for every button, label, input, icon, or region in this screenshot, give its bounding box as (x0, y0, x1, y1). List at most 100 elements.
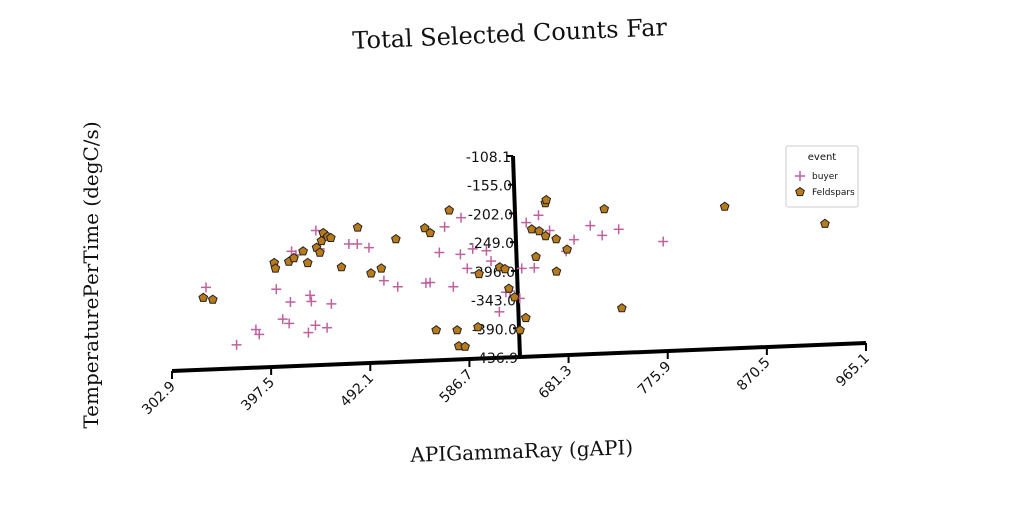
data-point-feldspars (302, 257, 313, 268)
y-tick-label: -436.9 (473, 351, 518, 367)
x-tick-label: 492.1 (337, 371, 377, 411)
data-point-feldspars (500, 263, 510, 274)
data-point-feldspars (515, 325, 525, 335)
data-point-buyer (310, 225, 321, 236)
data-point-feldspars (452, 325, 462, 335)
chart-title: Total Selected Counts Far (352, 13, 668, 55)
data-point-feldspars (298, 246, 308, 256)
data-point-buyer (343, 238, 354, 249)
data-point-buyer (305, 290, 316, 301)
y-axis: -108.1-155.0-202.0-249.0-296.0-343.0-390… (466, 150, 522, 367)
data-point-buyer (486, 256, 497, 267)
data-point-feldspars (474, 268, 484, 279)
x-axis-label: APIGammaRay (gAPI) (409, 435, 634, 467)
data-point-buyer (434, 247, 445, 258)
data-point-feldspars (534, 225, 544, 236)
data-point-feldspars (425, 227, 436, 238)
data-point-buyer (303, 327, 314, 338)
data-point-buyer (326, 298, 337, 309)
data-point-buyer (516, 263, 527, 274)
data-point-buyer (456, 212, 467, 223)
data-point-feldspars (336, 262, 347, 272)
data-point-buyer (254, 329, 265, 340)
y-axis-line (511, 155, 522, 358)
y-tick-label: -249.0 (469, 236, 514, 252)
data-point-feldspars (207, 294, 218, 304)
data-point-feldspars (460, 341, 470, 351)
legend: event buyer Feldspars (785, 145, 859, 208)
data-point-buyer (284, 318, 295, 329)
data-point-feldspars (352, 222, 363, 232)
x-tick-label: 775.9 (635, 359, 675, 399)
legend-buyer-marker (795, 171, 805, 181)
data-point-buyer (425, 277, 436, 288)
data-point-feldspars (820, 218, 830, 228)
data-point-feldspars (520, 312, 531, 323)
x-tick-label: 302.9 (139, 379, 179, 419)
data-point-feldspars (419, 222, 430, 233)
data-point-feldspars (376, 263, 387, 273)
data-point-buyer (494, 306, 505, 317)
data-point-feldspars (391, 233, 401, 244)
data-point-buyer (285, 297, 296, 308)
data-point-buyer (569, 234, 580, 245)
legend-marker-feldspars (795, 186, 805, 197)
data-point-buyer (352, 238, 363, 249)
data-point-buyer (597, 230, 608, 241)
data-point-feldspars (617, 303, 627, 313)
data-point-buyer (448, 281, 459, 292)
x-tick-label: 586.7 (437, 367, 477, 407)
data-point-feldspars (504, 283, 514, 293)
data-point-feldspars (326, 232, 336, 242)
x-tick-label: 965.1 (833, 351, 873, 391)
data-point-buyer (658, 236, 669, 247)
data-point-feldspars (551, 233, 562, 244)
data-point-feldspars (444, 205, 455, 215)
legend-entry-buyer: buyer (812, 172, 838, 182)
y-tick-label: -390.0 (472, 322, 517, 338)
data-point-buyer (363, 242, 374, 253)
data-point-feldspars (719, 201, 730, 211)
data-point-feldspars (366, 268, 376, 278)
data-point-buyer (201, 282, 212, 293)
data-point-feldspars (562, 244, 572, 254)
data-point-feldspars (198, 292, 209, 302)
data-point-buyer (277, 314, 288, 325)
x-tick-label: 681.3 (536, 363, 576, 403)
data-point-feldspars (289, 252, 299, 263)
data-point-feldspars (431, 325, 442, 335)
x-tick-label: 870.5 (734, 355, 774, 395)
y-tick-label: -108.1 (466, 150, 511, 166)
data-point-buyer (455, 249, 466, 260)
data-point-buyer (613, 224, 624, 235)
data-point-buyer (231, 339, 242, 350)
data-point-feldspars (473, 321, 483, 332)
data-point-feldspars (531, 251, 541, 261)
legend-marker-buyer (795, 171, 805, 181)
data-point-buyer (585, 220, 596, 231)
data-point-buyer (533, 210, 544, 221)
data-point-buyer (310, 320, 321, 331)
y-axis-label: TemperaturePerTime (degC/s) (79, 121, 103, 428)
data-point-buyer (481, 245, 492, 256)
data-point-feldspars (509, 292, 520, 302)
data-point-feldspars (599, 203, 610, 214)
y-tick-label: -155.0 (467, 179, 512, 195)
data-point-feldspars (551, 266, 562, 276)
legend-feldspars-marker (795, 186, 805, 197)
x-tick-label: 397.5 (238, 375, 278, 415)
data-point-buyer (322, 322, 333, 333)
legend-entry-feldspars: Feldspars (812, 188, 855, 198)
legend-title: event (808, 152, 837, 163)
data-point-feldspars (270, 263, 281, 273)
data-point-buyer (271, 284, 282, 295)
data-point-buyer (529, 262, 540, 273)
y-tick-label: -202.0 (468, 207, 513, 223)
data-point-buyer (521, 217, 532, 228)
data-point-buyer (378, 275, 389, 286)
y-tick-label: -343.0 (471, 294, 516, 310)
data-point-buyer (392, 281, 403, 292)
data-point-buyer (439, 221, 450, 232)
data-point-feldspars (541, 194, 552, 205)
